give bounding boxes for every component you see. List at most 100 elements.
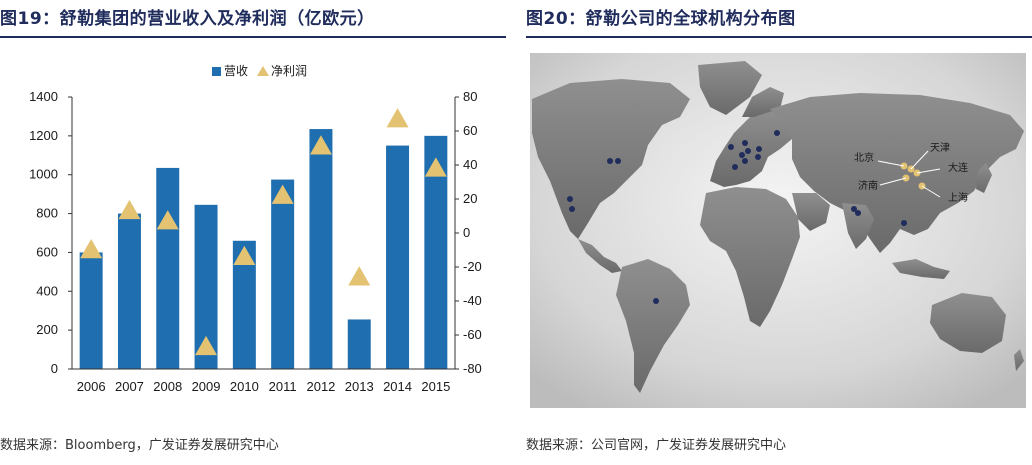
y-right-tick-label: 80 xyxy=(463,89,477,104)
africa-shape xyxy=(700,187,800,327)
x-tick-label: 2012 xyxy=(306,379,335,394)
x-tick-label: 2014 xyxy=(383,379,412,394)
x-tick-label: 2013 xyxy=(345,379,374,394)
x-tick-label: 2006 xyxy=(77,379,106,394)
location-marker xyxy=(567,196,573,202)
profit-marker xyxy=(195,335,218,356)
y-right-tick-label: 20 xyxy=(463,191,477,206)
chart-panel: 图19：舒勒集团的营业收入及净利润（亿欧元） 营收 净利润 0 200 400 600 8… xyxy=(0,0,506,465)
x-tick-label: 2010 xyxy=(230,379,259,394)
japan-shape xyxy=(976,163,992,193)
location-marker xyxy=(653,298,659,304)
y-left-tick-label: 400 xyxy=(36,283,58,298)
revenue-bar xyxy=(117,213,141,369)
europe-shape xyxy=(710,109,794,187)
legend-swatch-revenue xyxy=(212,67,221,76)
profit-marker xyxy=(118,199,141,220)
arabia-shape xyxy=(792,193,830,231)
australia-shape xyxy=(930,293,1006,353)
india-shape xyxy=(842,203,874,249)
y-right-tick-label: -40 xyxy=(463,293,482,308)
revenue-bars xyxy=(79,129,448,369)
world-map: 北京 天津 大连 济南 上海 xyxy=(530,53,1026,408)
location-markers xyxy=(567,130,907,304)
location-marker xyxy=(569,206,575,212)
location-marker xyxy=(851,206,857,212)
profit-markers xyxy=(80,108,447,356)
location-marker xyxy=(728,144,734,150)
chart-title: 图19：舒勒集团的营业收入及净利润（亿欧元） xyxy=(0,9,375,29)
x-tick-label: 2009 xyxy=(192,379,221,394)
location-marker xyxy=(756,146,762,152)
location-marker xyxy=(901,220,907,226)
central-america-shape xyxy=(578,239,622,273)
revenue-bar xyxy=(386,145,410,369)
legend-label-revenue: 营收 xyxy=(224,64,248,78)
new-zealand-shape xyxy=(1014,349,1024,371)
title-divider xyxy=(526,36,1032,38)
city-labels: 北京 天津 大连 济南 上海 xyxy=(854,142,968,204)
legend-label-profit: 净利润 xyxy=(271,64,307,78)
location-marker xyxy=(615,158,621,164)
y-left-tick-label: 200 xyxy=(36,322,58,337)
profit-marker xyxy=(424,157,447,177)
y-left-tick-label: 800 xyxy=(36,206,58,221)
revenue-bar xyxy=(194,204,218,369)
y-left-tick-label: 1200 xyxy=(29,128,58,143)
asia-shape xyxy=(770,93,1024,253)
location-marker xyxy=(742,140,748,146)
profit-marker xyxy=(386,108,409,128)
chart-source-note: 数据来源：Bloomberg，广发证券发展研究中心 xyxy=(0,438,279,453)
profit-marker xyxy=(156,210,179,230)
y-left-tick-label: 1400 xyxy=(29,89,58,104)
x-tick-label: 2011 xyxy=(269,379,297,394)
y-left-tick-label: 1000 xyxy=(29,167,58,182)
map-title: 图20：舒勒公司的全球机构分布图 xyxy=(526,9,796,29)
x-tick-label: 2008 xyxy=(153,379,182,394)
revenue-bar xyxy=(347,319,371,369)
y-left-axis: 0 200 400 600 800 1000 1200 1400 xyxy=(29,89,72,376)
indonesia-shape xyxy=(892,259,950,279)
title-divider xyxy=(0,36,506,38)
location-marker xyxy=(855,210,861,216)
city-label: 北京 xyxy=(854,151,874,164)
location-marker xyxy=(739,152,745,158)
legend-swatch-profit xyxy=(257,66,269,76)
y-left-tick-label: 600 xyxy=(36,244,58,259)
revenue-bar xyxy=(424,135,448,369)
location-marker xyxy=(607,158,613,164)
y-left-tick-label: 0 xyxy=(51,361,58,376)
y-right-tick-label: 40 xyxy=(463,157,477,172)
profit-marker xyxy=(233,245,256,266)
location-marker xyxy=(745,148,751,154)
chart-legend: 营收 净利润 xyxy=(212,64,307,78)
y-right-tick-label: -60 xyxy=(463,327,482,342)
x-axis: 2006 2007 2008 2009 2010 2011 2012 2013 2014 2015 xyxy=(77,379,451,394)
label-leader-lines xyxy=(877,150,941,198)
y-right-tick-label: 0 xyxy=(463,225,470,240)
revenue-bar xyxy=(232,240,256,369)
revenue-bar xyxy=(271,179,295,369)
profit-marker xyxy=(309,135,332,155)
y-right-tick-label: 60 xyxy=(463,123,477,138)
location-marker xyxy=(732,164,738,170)
location-marker xyxy=(755,154,761,160)
x-tick-label: 2015 xyxy=(421,379,450,394)
profit-marker xyxy=(348,266,371,286)
map-source-note: 数据来源：公司官网，广发证券发展研究中心 xyxy=(526,438,787,453)
revenue-bar xyxy=(156,167,180,369)
location-marker xyxy=(742,158,748,164)
city-label: 天津 xyxy=(930,142,950,154)
y-right-axis: -80 -60 -40 -20 0 20 40 60 80 xyxy=(455,89,482,376)
city-label: 大连 xyxy=(948,161,968,174)
profit-marker xyxy=(80,239,103,259)
city-label: 济南 xyxy=(858,179,878,192)
revenue-bar xyxy=(79,252,103,369)
revenue-bar xyxy=(309,129,333,369)
map-panel: 图20：舒勒公司的全球机构分布图 xyxy=(526,0,1032,465)
y-right-tick-label: -20 xyxy=(463,259,482,274)
profit-marker xyxy=(271,184,294,204)
location-marker xyxy=(774,130,780,136)
x-tick-label: 2007 xyxy=(115,379,144,394)
